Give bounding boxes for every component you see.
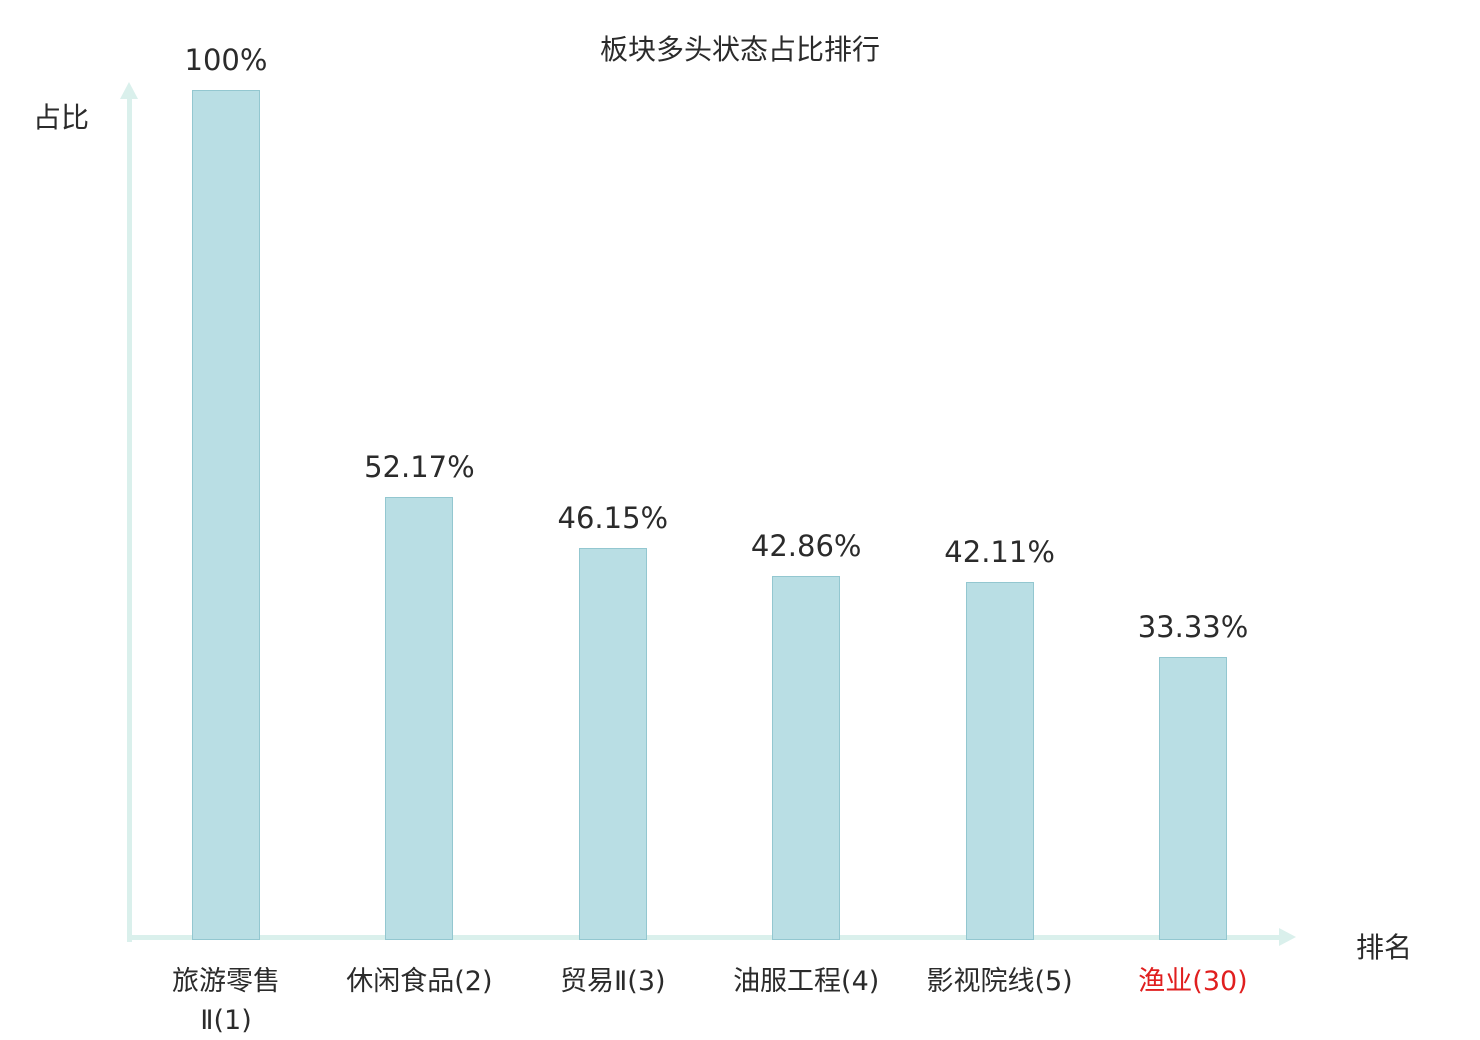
y-axis-line bbox=[127, 98, 132, 942]
x-axis-arrow-icon bbox=[1279, 928, 1296, 946]
bar bbox=[772, 575, 841, 940]
x-axis-line bbox=[129, 935, 1281, 940]
bar-value-label: 33.33% bbox=[1137, 609, 1249, 644]
bar-value-label: 42.11% bbox=[944, 535, 1055, 570]
bar-value-label: 100% bbox=[184, 43, 268, 77]
bar bbox=[578, 547, 647, 940]
bar-value-label: 46.15% bbox=[557, 500, 669, 535]
bar bbox=[965, 582, 1034, 940]
bar-value-label: 42.86% bbox=[750, 528, 862, 563]
bar bbox=[1159, 656, 1227, 940]
bar-category-label: 渔业(30) bbox=[1138, 966, 1248, 997]
x-axis-label: 排名 bbox=[1356, 931, 1413, 964]
bar-category-label: 油服工程(4) bbox=[733, 966, 880, 997]
y-axis-label: 占比 bbox=[33, 101, 90, 134]
bar-category-label: 休闲食品(2) bbox=[346, 966, 493, 997]
bar-category-label: 贸易Ⅱ(3) bbox=[560, 966, 666, 997]
y-axis-arrow-icon bbox=[120, 82, 138, 99]
chart-title: 板块多头状态占比排行 bbox=[599, 33, 880, 66]
bar-category-label: 影视院线(5) bbox=[926, 966, 1073, 997]
bar-value-label: 52.17% bbox=[364, 449, 475, 484]
bar-category-label: 旅游零售 Ⅱ(1) bbox=[172, 966, 280, 1037]
bar bbox=[385, 496, 454, 940]
bar bbox=[192, 90, 260, 940]
